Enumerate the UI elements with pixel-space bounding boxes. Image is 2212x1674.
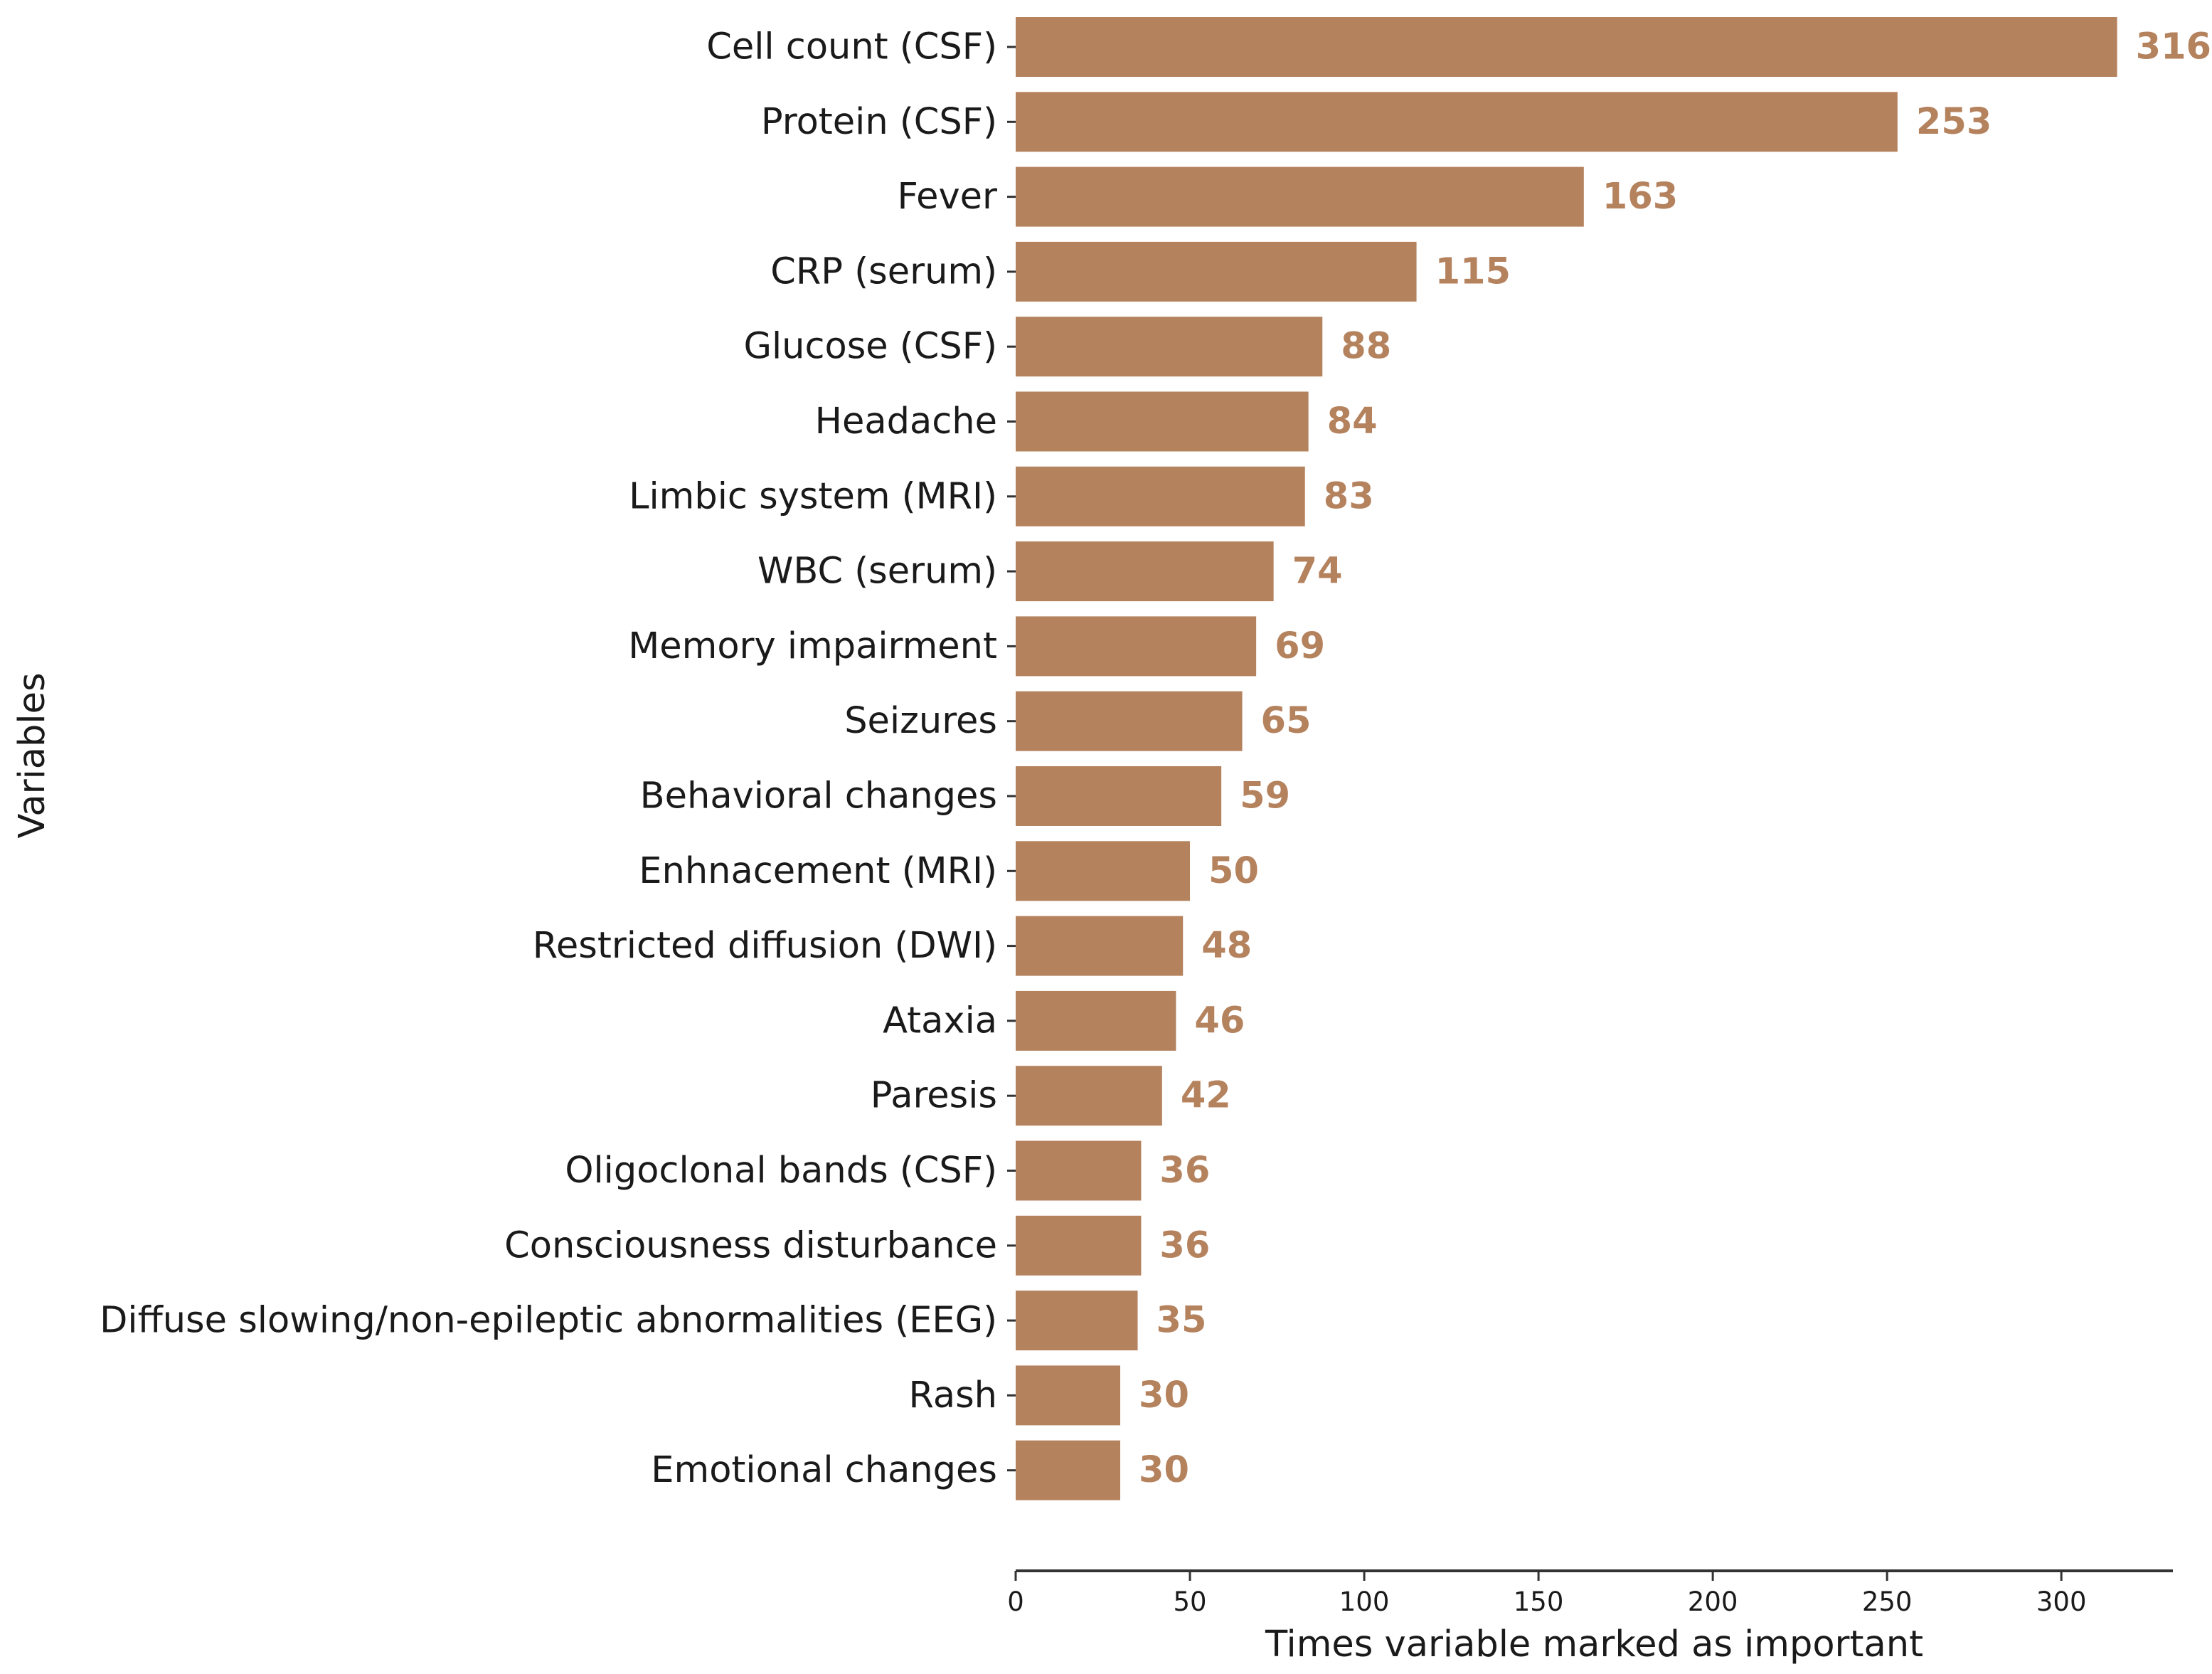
category-labels: Cell count (CSF) Protein (CSF) Fever CRP (s… [100, 26, 997, 1492]
category-label: Headache [815, 401, 997, 443]
bar [1016, 541, 1274, 602]
bar [1016, 317, 1323, 377]
bar [1016, 92, 1898, 152]
category-label: Diffuse slowing/non-epileptic abnormalit… [100, 1300, 997, 1342]
value-label: 48 [1201, 925, 1252, 967]
category-label: Glucose (CSF) [743, 326, 997, 368]
bars [1016, 17, 2117, 1500]
y-axis-ticks [1007, 46, 1016, 1472]
category-label: Seizures [844, 700, 997, 742]
category-label: Ataxia [883, 1000, 997, 1042]
x-axis-title: Times variable marked as important [1265, 1623, 1923, 1665]
x-axis: 0 50 100 150 200 250 300 [1007, 1569, 2173, 1617]
bar [1016, 1066, 1162, 1126]
value-label: 253 [1916, 101, 1992, 143]
bar [1016, 466, 1305, 526]
y-axis-title: Variables [11, 672, 53, 838]
value-label: 316 [2136, 26, 2211, 68]
bar [1016, 1365, 1121, 1426]
category-label: Emotional changes [651, 1449, 997, 1491]
bar [1016, 916, 1184, 976]
bar [1016, 241, 1417, 302]
value-label: 74 [1292, 551, 1343, 593]
x-tick-label: 250 [1862, 1586, 1913, 1617]
value-label: 50 [1208, 850, 1259, 892]
category-label: Memory impairment [628, 625, 997, 667]
bar [1016, 1291, 1138, 1351]
value-label: 163 [1602, 176, 1678, 218]
value-label: 84 [1327, 401, 1378, 443]
x-tick-label: 300 [2036, 1586, 2087, 1617]
category-label: CRP (serum) [770, 250, 997, 292]
value-label: 42 [1181, 1075, 1231, 1117]
category-label: Enhnacement (MRI) [639, 850, 997, 892]
value-labels: 316 253 163 115 88 84 83 74 69 65 59 50 48 46 42 36 36 35… [1139, 26, 2211, 1492]
category-label: Fever [898, 176, 997, 218]
x-tick-label: 100 [1339, 1586, 1390, 1617]
category-label: Limbic system (MRI) [629, 475, 997, 517]
category-label: Protein (CSF) [761, 101, 997, 143]
value-label: 83 [1324, 475, 1374, 517]
bar [1016, 391, 1309, 452]
value-label: 69 [1275, 625, 1325, 667]
bar [1016, 1440, 1121, 1500]
bar [1016, 766, 1222, 826]
bar [1016, 17, 2117, 77]
x-axis-ticks: 0 50 100 150 200 250 300 [1007, 1571, 2086, 1617]
category-label: WBC (serum) [757, 551, 997, 593]
x-tick-label: 0 [1007, 1586, 1024, 1617]
value-label: 36 [1159, 1224, 1210, 1266]
value-label: 65 [1261, 700, 1312, 742]
value-label: 36 [1159, 1150, 1210, 1192]
category-label: Oligoclonal bands (CSF) [565, 1150, 997, 1192]
x-tick-label: 150 [1514, 1586, 1564, 1617]
category-label: Restricted diffusion (DWI) [533, 925, 997, 967]
value-label: 88 [1341, 326, 1391, 368]
bar [1016, 691, 1243, 751]
bar [1016, 1140, 1142, 1201]
value-label: 115 [1435, 250, 1511, 292]
value-label: 30 [1139, 1449, 1189, 1491]
bar [1016, 1215, 1142, 1276]
bar [1016, 990, 1176, 1051]
value-label: 59 [1240, 775, 1290, 817]
category-label: Paresis [871, 1075, 997, 1117]
category-label: Consciousness disturbance [504, 1224, 997, 1266]
x-tick-label: 50 [1173, 1586, 1206, 1617]
bar [1016, 166, 1584, 227]
value-label: 30 [1139, 1374, 1189, 1416]
value-label: 35 [1156, 1300, 1207, 1342]
bar [1016, 841, 1191, 901]
category-label: Cell count (CSF) [706, 26, 997, 68]
bar [1016, 616, 1257, 677]
value-label: 46 [1194, 1000, 1245, 1042]
x-tick-label: 200 [1688, 1586, 1738, 1617]
category-label: Rash [909, 1374, 997, 1416]
category-label: Behavioral changes [640, 775, 997, 817]
